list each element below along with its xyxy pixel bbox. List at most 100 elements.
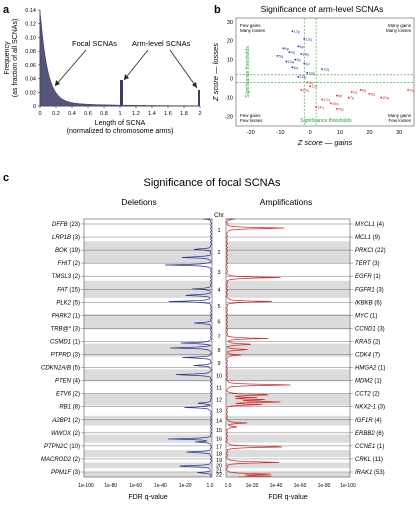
panel-c-amplification-gene-count: (4) (375, 222, 384, 228)
panel-b-point-label: 4q (291, 51, 295, 55)
panel-c-xtick-right: 1e-100 (340, 483, 356, 489)
panel-b-ytick-label: -10 (225, 96, 233, 102)
panel-c-deletion-gene-count: (3) (71, 470, 80, 476)
panel-b-ytick-label: 30 (227, 20, 233, 26)
panel-c-band-right (226, 434, 350, 443)
panel-c-amplification-gene-count: (1) (368, 313, 377, 319)
panel-a-arrow-arm-2 (169, 49, 198, 89)
panel-b-point (321, 68, 323, 71)
panel-c-deletion-gene-count: (2) (71, 418, 80, 424)
panel-a-ytick-label: 0 (33, 104, 36, 110)
panel-c-amplification-gene-count: (3) (376, 326, 385, 332)
panel-c-amplification-gene: IKBKB (6) (355, 300, 382, 306)
panel-b-yticks: 30 20 10 0 -10 -20 (225, 20, 233, 121)
panel-c-xtick-left: 1.0 (207, 483, 214, 489)
panel-b-point-label: 5q (279, 54, 283, 58)
panel-c-chr-label: 22 (216, 473, 222, 479)
panel-c-deletion-gene-name: WWOX (51, 431, 72, 437)
panel-a-xtick-label: 1 (118, 111, 121, 117)
panel-b-point (291, 30, 294, 33)
panel-c-amplification-gene-count: (7) (371, 353, 380, 359)
panel-c-chr-label: 4 (217, 287, 220, 293)
panel-a-letter: a (3, 4, 10, 16)
panel-c-chr-label: 7 (217, 334, 220, 340)
panel-a-xtick-label: 0.8 (100, 111, 108, 117)
panel-c-deletion-gene-count: (2) (71, 274, 80, 280)
panel-a-xtick-label: 2 (198, 111, 201, 117)
panel-c-deletion-gene: BOK (19) (55, 248, 80, 254)
panel-b-point (303, 62, 306, 65)
panel-a-xtick-label: 1.8 (180, 111, 188, 117)
panel-b-point (306, 81, 309, 84)
panel-b-point (315, 106, 317, 108)
panel-c-amplification-gene-name: CCNE1 (355, 444, 375, 450)
panel-c-xtick-right: 1e-60 (294, 483, 307, 489)
panel-c-band-left (84, 314, 212, 330)
panel-c-chr-label: 10 (216, 373, 222, 379)
panel-c-deletion-gene: PLK2 (5) (56, 300, 80, 306)
panel-c-band-left (84, 434, 212, 443)
panel-b-ylabel: Z score — losses (211, 43, 220, 102)
panel-c-amplification-gene: HMGA2 (1) (355, 366, 385, 372)
panel-c-band-right (226, 393, 350, 406)
panel-b-quadrant-bl-2: Few losses (240, 118, 263, 123)
panel-c-amplification-gene-name: NKX2-1 (355, 405, 376, 411)
panel-b-quadrant-br-1: Many gains (388, 113, 412, 118)
panel-c-deletion-gene-name: PLK2 (56, 300, 71, 306)
panel-b-xtick-label: 0 (309, 130, 312, 136)
panel-c-band-right (226, 314, 350, 330)
panel-a-arrow-focal (54, 49, 87, 87)
panel-c-chr-label: 3 (217, 270, 220, 276)
panel-b-point (282, 47, 285, 50)
panel-c-chr-header: Chr (214, 213, 224, 219)
panel-c-deletion-gene-count: (5) (71, 300, 80, 306)
panel-c-amplification-gene-name: MDM2 (355, 379, 373, 385)
panel-a-ytick-label: 0.14 (25, 8, 36, 14)
panel-c-amplification-gene-count: (53) (372, 470, 384, 476)
panel-b-threshold-label-y: Significance thresholds (245, 46, 251, 98)
panel-c-band-left (84, 369, 212, 382)
panel-c-chr-label: 1 (217, 228, 220, 234)
panel-c-deletion-gene: RB1 (8) (59, 405, 80, 411)
panel-c-xtick-right: 1.0 (225, 483, 232, 489)
panel-b-plot-frame (235, 17, 415, 127)
panel-b-point (300, 89, 303, 91)
panel-c-amplification-gene-count: (9) (371, 235, 380, 241)
panel-a-yticks: 0.14 0.12 0.10 0.08 0.06 0.04 0.02 0 (25, 8, 40, 110)
panel-c-amplification-gene-count: (1) (375, 444, 384, 450)
panel-b-point (276, 54, 279, 57)
panel-b-quadrant-tl-2: Many losses (240, 28, 266, 33)
panel-c-amplification-gene-name: MYCL1 (355, 222, 375, 228)
panel-c-deletion-gene-name: PTPN2C (44, 444, 68, 450)
panel-c-deletion-gene: FHIT (2) (58, 261, 80, 267)
panel-a-xtick-label: 0.4 (68, 111, 76, 117)
panel-c-xtick-left: 1e-80 (104, 483, 117, 489)
panel-c-amplification-gene: CCND1 (3) (355, 326, 385, 332)
panel-b-point-label: 7p (350, 96, 354, 100)
panel-a-arrowhead-arm-1 (124, 74, 129, 80)
panel-c-chr-label: 5 (217, 304, 220, 310)
panel-c-chr-label: 6 (217, 320, 220, 326)
panel-b-letter: b (214, 4, 221, 16)
panel-c-deletion-gene-count: (3) (71, 235, 80, 241)
panel-b-threshold-label-x: Significance thresholds (300, 118, 352, 124)
panel-c-deletion-gene-name: TRB@* (51, 326, 72, 332)
panel-b-point (368, 92, 371, 95)
panel-c-band-left (84, 343, 212, 357)
panel-b-quadrant-bl-1: Few gains (240, 113, 261, 118)
panel-c-amplification-gene-count: (6) (373, 300, 382, 306)
panel-c: c Significance of focal SCNAs Deletions … (3, 172, 386, 501)
panel-c-deletion-gene-name: DFFB (52, 222, 68, 228)
panel-c-deletions-frame (83, 218, 213, 478)
panel-c-deletion-gene: MACROD2 (2) (41, 457, 80, 463)
panel-c-amplification-gene: IGF1R (4) (355, 418, 382, 424)
panel-c-chr-label: 20 (216, 463, 222, 469)
panel-c-band-left (84, 472, 212, 477)
panel-c-deletion-gene-count: (19) (68, 248, 80, 254)
panel-c-deletion-gene: PTPRD (3) (51, 353, 80, 359)
panel-c-amplification-gene-labels: MYCL1 (4) MCL1 (9) PRKCI (22) TERT (3) EGFR … (226, 222, 386, 476)
panel-c-amplification-gene: MYC (1) (355, 313, 377, 319)
panel-a-xlabel-2: (normalized to chromosome arms) (67, 128, 174, 135)
panel-c-band-right (226, 450, 350, 458)
